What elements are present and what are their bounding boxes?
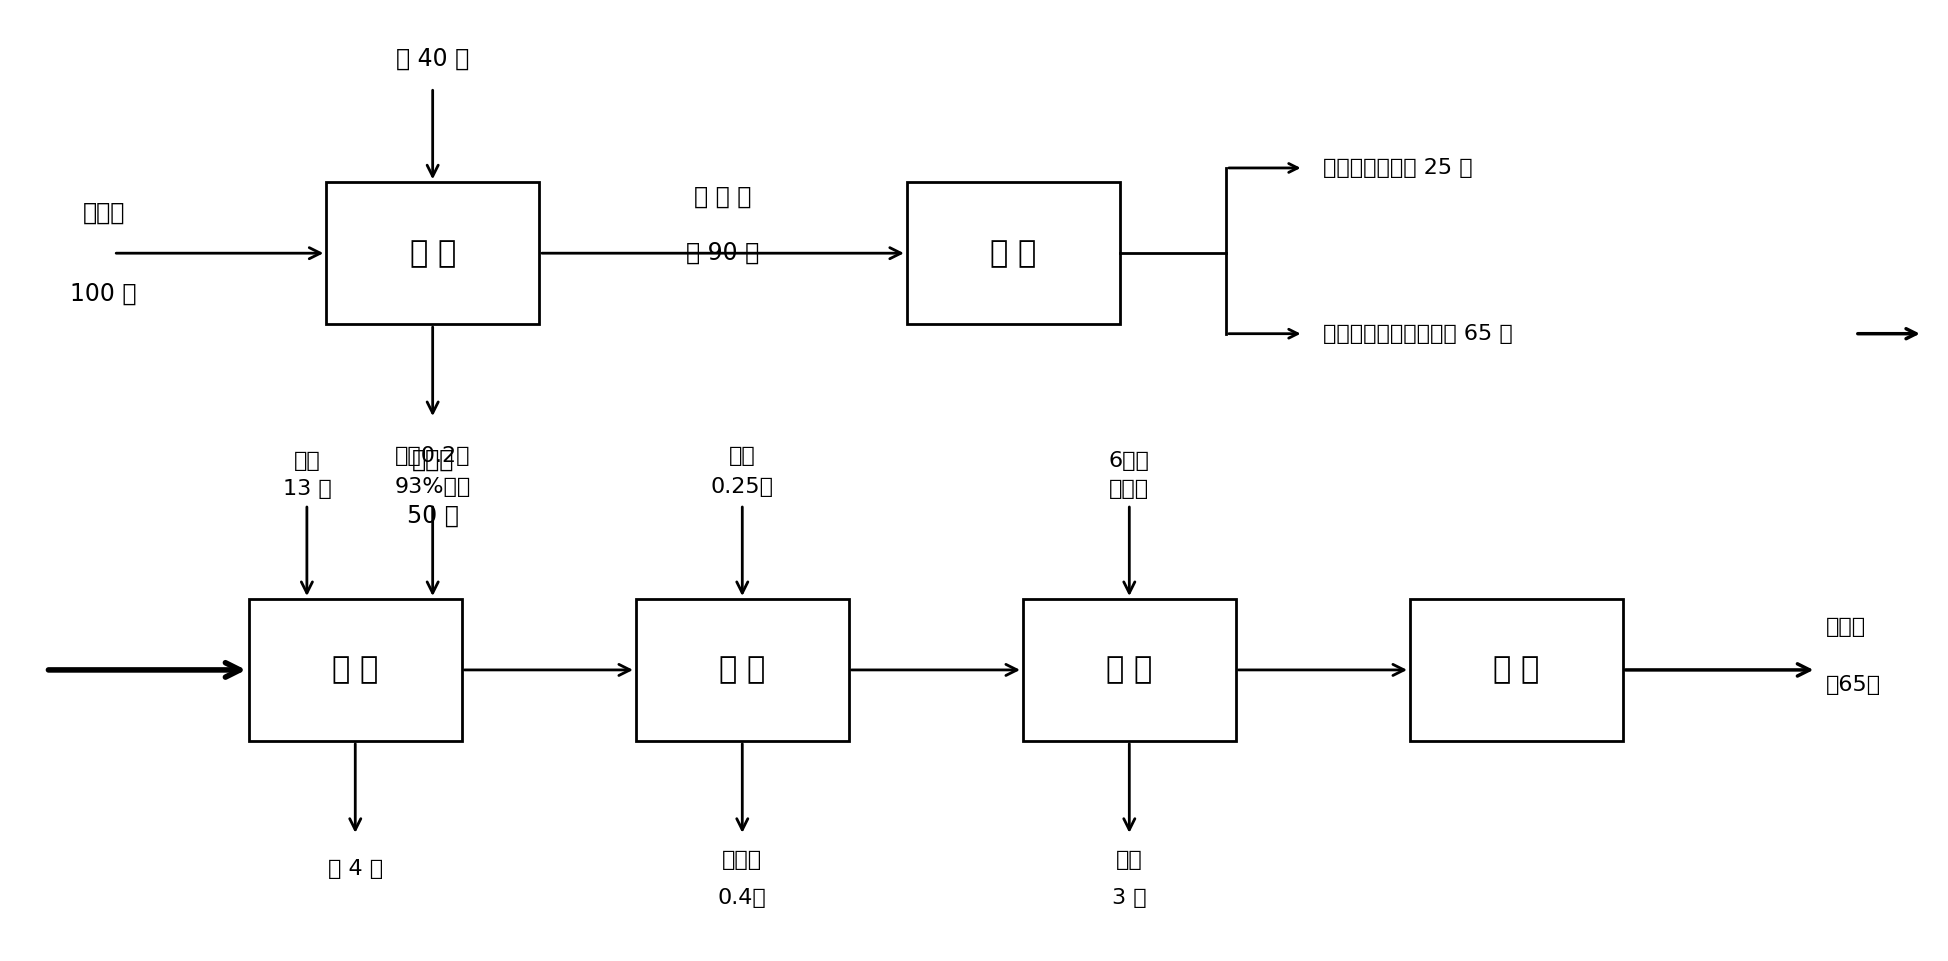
Text: 酯 化: 酯 化 bbox=[331, 655, 378, 684]
Text: 分 馏: 分 馏 bbox=[990, 238, 1036, 268]
Text: 6份回: 6份回 bbox=[1108, 451, 1149, 471]
Text: 100 份: 100 份 bbox=[70, 282, 136, 306]
Text: 水 40 份: 水 40 份 bbox=[395, 47, 469, 71]
Text: 精 馏: 精 馏 bbox=[1492, 655, 1539, 684]
Text: 粗 脂 肪: 粗 脂 肪 bbox=[693, 185, 752, 209]
Text: 收甲醇: 收甲醇 bbox=[1108, 480, 1149, 500]
Text: 93%浓度: 93%浓度 bbox=[393, 477, 471, 497]
Text: 生物柴: 生物柴 bbox=[1825, 617, 1864, 637]
Text: 水 4 份: 水 4 份 bbox=[327, 859, 382, 879]
Bar bbox=[906, 183, 1118, 324]
Text: 废油脂: 废油脂 bbox=[82, 201, 125, 225]
Text: 残渣: 残渣 bbox=[1116, 850, 1142, 870]
Text: 水 解: 水 解 bbox=[409, 238, 456, 268]
Bar bbox=[1023, 599, 1235, 741]
Text: 酸 90 份: 酸 90 份 bbox=[686, 241, 760, 265]
Text: 甘油水: 甘油水 bbox=[411, 448, 454, 471]
Bar bbox=[325, 183, 540, 324]
Text: 硫酸钠: 硫酸钠 bbox=[723, 850, 762, 870]
Text: 13 份: 13 份 bbox=[282, 480, 331, 500]
Bar bbox=[249, 599, 462, 741]
Text: 甲醇: 甲醇 bbox=[294, 451, 319, 471]
Text: 棕榈酸、硬脂酸 25 份: 棕榈酸、硬脂酸 25 份 bbox=[1323, 158, 1471, 178]
Text: 3 份: 3 份 bbox=[1112, 888, 1145, 908]
Text: 50 份: 50 份 bbox=[407, 505, 458, 529]
Text: 脱 醇: 脱 醇 bbox=[1106, 655, 1151, 684]
Text: 纯碱: 纯碱 bbox=[729, 446, 756, 466]
Text: 油酸、亚油酸、亚麻酸 65 份: 油酸、亚油酸、亚麻酸 65 份 bbox=[1323, 324, 1512, 344]
Text: 0.4份: 0.4份 bbox=[717, 888, 766, 908]
Text: 硫酸0.2份: 硫酸0.2份 bbox=[395, 446, 469, 466]
Bar bbox=[1408, 599, 1623, 741]
Text: 油65份: 油65份 bbox=[1825, 675, 1880, 695]
Text: 中 和: 中 和 bbox=[719, 655, 766, 684]
Bar bbox=[635, 599, 847, 741]
Text: 0.25份: 0.25份 bbox=[711, 477, 773, 497]
